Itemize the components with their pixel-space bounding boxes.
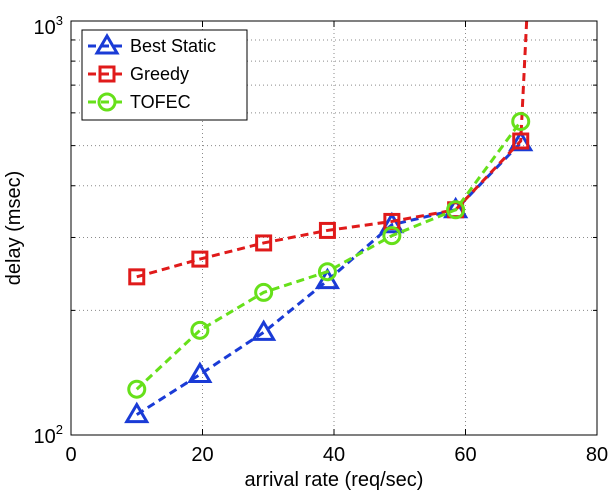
y-tick-exponent: 2 (56, 422, 63, 437)
x-tick-label: 80 (586, 444, 608, 466)
x-axis-label: arrival rate (req/sec) (245, 469, 424, 491)
data-point-tofec (127, 379, 147, 399)
data-point-greedy (191, 250, 209, 268)
data-point-best-static (124, 401, 150, 424)
legend-item-greedy: Greedy (88, 64, 189, 84)
data-point-greedy (255, 234, 273, 252)
series-layer (124, 20, 534, 424)
y-tick-base: 10 (34, 17, 56, 39)
legend-marker-best-static (94, 33, 120, 55)
data-point-tofec (382, 226, 402, 246)
data-point-best-static (508, 129, 534, 152)
y-tick-label: 103 (34, 13, 63, 39)
legend-marker-greedy (98, 65, 116, 83)
data-point-greedy (128, 268, 146, 286)
x-tick-label: 40 (323, 444, 345, 466)
legend-label-tofec: TOFEC (130, 92, 191, 112)
legend: Best Static Greedy TOFEC (81, 29, 248, 121)
series-tofec (127, 111, 531, 399)
data-point-best-static (187, 361, 213, 384)
data-point-tofec (511, 111, 531, 131)
data-point-best-static (379, 211, 405, 234)
legend-item-best-static: Best Static (88, 33, 216, 56)
legend-marker-tofec (97, 92, 117, 112)
legend-box (81, 29, 248, 121)
y-tick-label: 102 (34, 422, 63, 448)
data-point-best-static (251, 319, 277, 341)
y-tick-exponent: 3 (56, 13, 63, 28)
data-point-tofec (317, 262, 337, 282)
legend-label-best-static: Best Static (130, 36, 216, 56)
series-line-tofec (135, 120, 522, 391)
legend-label-greedy: Greedy (130, 64, 189, 84)
series-line-greedy (136, 20, 529, 279)
legend-item-tofec: TOFEC (88, 92, 191, 112)
y-tick-base: 10 (34, 426, 56, 448)
x-tick-label: 60 (454, 444, 476, 466)
data-point-greedy (512, 132, 530, 150)
x-tick-label: 0 (65, 444, 76, 466)
data-point-tofec (446, 200, 466, 220)
x-tick-label: 20 (191, 444, 213, 466)
data-point-tofec (254, 282, 274, 302)
y-axis-label: delay (msec) (3, 171, 25, 285)
data-point-greedy (318, 221, 336, 239)
data-point-tofec (190, 320, 210, 340)
